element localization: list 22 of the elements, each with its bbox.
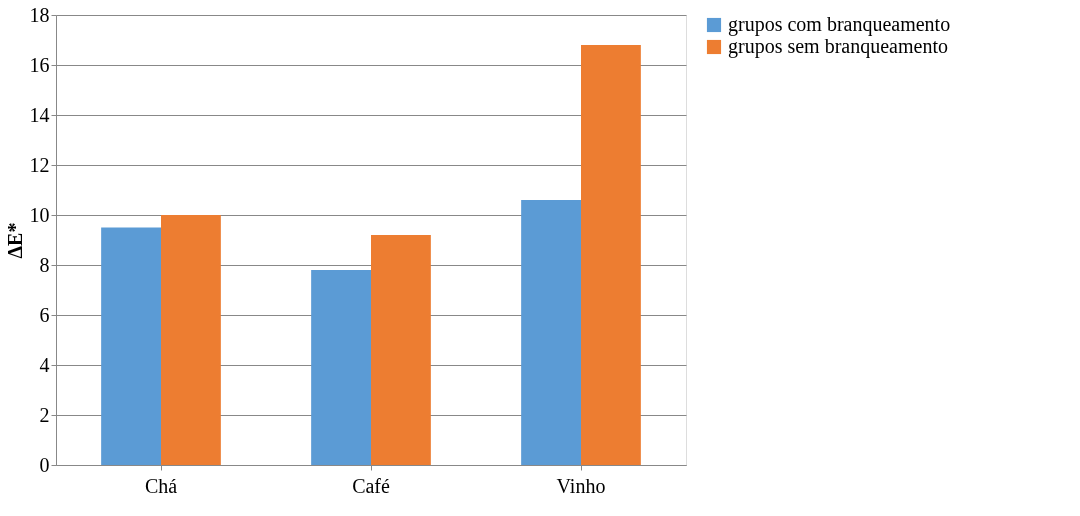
bar — [521, 200, 581, 465]
x-tick-label: Café — [352, 474, 390, 497]
y-tick-label: 4 — [39, 353, 50, 376]
legend-label: grupos sem branqueamento — [728, 35, 948, 58]
y-tick-label: 8 — [39, 253, 50, 276]
y-tick-label: 0 — [39, 453, 50, 476]
bar — [101, 227, 161, 465]
y-tick-label: 10 — [29, 203, 50, 226]
y-tick-label: 14 — [29, 103, 50, 126]
y-tick-label: 18 — [29, 3, 50, 26]
bar — [311, 270, 371, 465]
bar — [581, 45, 641, 465]
y-tick-label: 2 — [39, 403, 50, 426]
y-tick-label: 12 — [29, 153, 50, 176]
y-axis-title: ΔE* — [3, 222, 26, 259]
x-tick-label: Vinho — [556, 474, 606, 497]
bar — [161, 215, 221, 465]
y-tick-label: 16 — [29, 53, 50, 76]
bar — [371, 235, 431, 465]
legend-label: grupos com branqueamento — [728, 13, 951, 36]
x-tick-label: Chá — [144, 474, 178, 497]
y-tick-label: 6 — [39, 303, 50, 326]
